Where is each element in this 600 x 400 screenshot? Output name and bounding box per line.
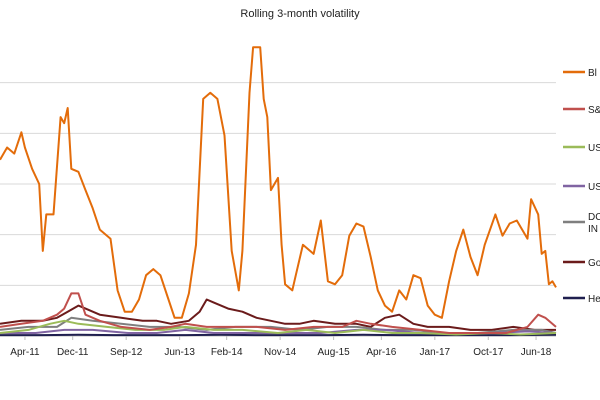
series-line-1 — [0, 292, 557, 334]
legend-label: US — [588, 182, 600, 193]
x-tick-label: Apr-11 — [10, 347, 40, 358]
x-tick-label: Sep-12 — [110, 347, 143, 358]
x-tick-label: Jan-17 — [420, 347, 451, 358]
legend-label: S& — [588, 105, 600, 116]
chart-title: Rolling 3-month volatility — [240, 8, 360, 20]
legend-label: DC — [588, 212, 600, 223]
legend-label: IN — [588, 224, 598, 235]
series-lines — [0, 46, 557, 337]
x-tick-label: Jun-13 — [164, 347, 195, 358]
x-tick-label: Oct-17 — [473, 347, 503, 358]
x-axis: Apr-11 Dec-11 Sep-12 Jun-13 Feb-14 Nov-14 Aug-… — [10, 336, 552, 358]
x-tick-label: Dec-11 — [57, 347, 89, 358]
gridlines — [0, 82, 556, 337]
legend-label: US — [588, 143, 600, 154]
x-tick-label: Nov-14 — [264, 347, 297, 358]
x-tick-label: Jun-18 — [521, 347, 552, 358]
legend-label: Go — [588, 258, 600, 269]
series-line-0 — [0, 46, 557, 319]
legend-label: He — [588, 294, 600, 305]
x-tick-label: Aug-15 — [317, 347, 350, 358]
x-tick-label: Apr-16 — [366, 347, 396, 358]
legend-label: Bl — [588, 68, 597, 79]
series-line-2 — [0, 319, 557, 336]
x-tick-label: Feb-14 — [211, 347, 243, 358]
